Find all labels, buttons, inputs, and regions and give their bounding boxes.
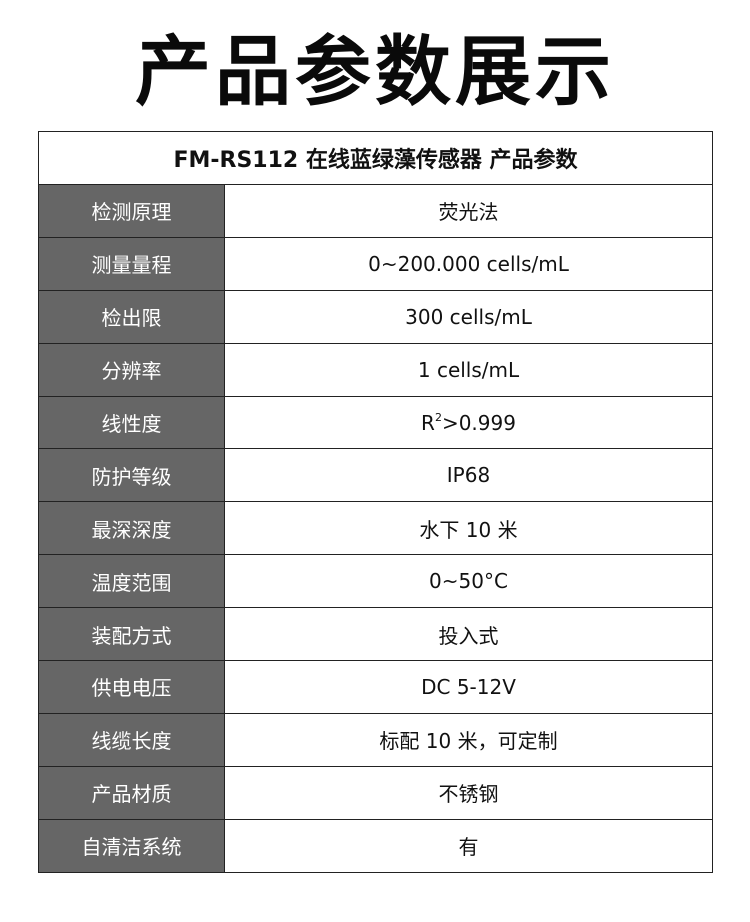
table-header-row: FM-RS112 在线蓝绿藻传感器 产品参数 bbox=[38, 131, 713, 185]
table-row: 线性度 R2>0.999 bbox=[38, 395, 713, 450]
row-label: 线缆长度 bbox=[38, 712, 225, 767]
row-value: R2>0.999 bbox=[224, 395, 713, 450]
row-value: IP68 bbox=[224, 448, 713, 503]
row-value: 有 bbox=[224, 818, 713, 873]
row-value: 投入式 bbox=[224, 607, 713, 662]
row-label: 温度范围 bbox=[38, 554, 225, 609]
row-label: 产品材质 bbox=[38, 765, 225, 820]
value-prefix: R bbox=[421, 410, 435, 435]
row-value: 标配 10 米，可定制 bbox=[224, 712, 713, 767]
row-label: 分辨率 bbox=[38, 342, 225, 397]
row-label: 防护等级 bbox=[38, 448, 225, 503]
table-row: 检测原理 荧光法 bbox=[38, 184, 713, 238]
row-label: 自清洁系统 bbox=[38, 818, 225, 873]
row-label: 装配方式 bbox=[38, 607, 225, 662]
row-value: 荧光法 bbox=[224, 184, 713, 238]
spec-table: FM-RS112 在线蓝绿藻传感器 产品参数 检测原理 荧光法 测量量程 0~200… bbox=[38, 131, 713, 873]
table-row: 防护等级 IP68 bbox=[38, 448, 713, 503]
row-value: 300 cells/mL bbox=[224, 289, 713, 344]
table-row: 最深深度 水下 10 米 bbox=[38, 501, 713, 556]
value-suffix: >0.999 bbox=[441, 410, 516, 435]
row-label: 检测原理 bbox=[38, 184, 225, 238]
table-header: FM-RS112 在线蓝绿藻传感器 产品参数 bbox=[38, 131, 713, 185]
row-value: 0~50°C bbox=[224, 554, 713, 609]
row-value: DC 5-12V bbox=[224, 660, 713, 714]
value-superscript: 2 bbox=[434, 410, 442, 424]
table-row: 装配方式 投入式 bbox=[38, 607, 713, 662]
table-row: 分辨率 1 cells/mL bbox=[38, 342, 713, 397]
row-value: 0~200.000 cells/mL bbox=[224, 236, 713, 291]
row-label: 测量量程 bbox=[38, 236, 225, 291]
table-row: 自清洁系统有 bbox=[38, 818, 713, 873]
row-label: 最深深度 bbox=[38, 501, 225, 556]
row-label: 线性度 bbox=[38, 395, 225, 450]
row-value: 1 cells/mL bbox=[224, 342, 713, 397]
row-value: 水下 10 米 bbox=[224, 501, 713, 556]
table-row: 温度范围 0~50°C bbox=[38, 554, 713, 609]
table-row: 产品材质 不锈钢 bbox=[38, 765, 713, 820]
page-title: 产品参数展示 bbox=[135, 27, 615, 116]
table-row: 线缆长度 标配 10 米，可定制 bbox=[38, 712, 713, 767]
table-row: 检出限 300 cells/mL bbox=[38, 289, 713, 344]
table-row: 测量量程 0~200.000 cells/mL bbox=[38, 236, 713, 291]
row-value: 不锈钢 bbox=[224, 765, 713, 820]
table-row: 供电电压 DC 5-12V bbox=[38, 660, 713, 714]
row-label: 检出限 bbox=[38, 289, 225, 344]
row-label: 供电电压 bbox=[38, 660, 225, 714]
